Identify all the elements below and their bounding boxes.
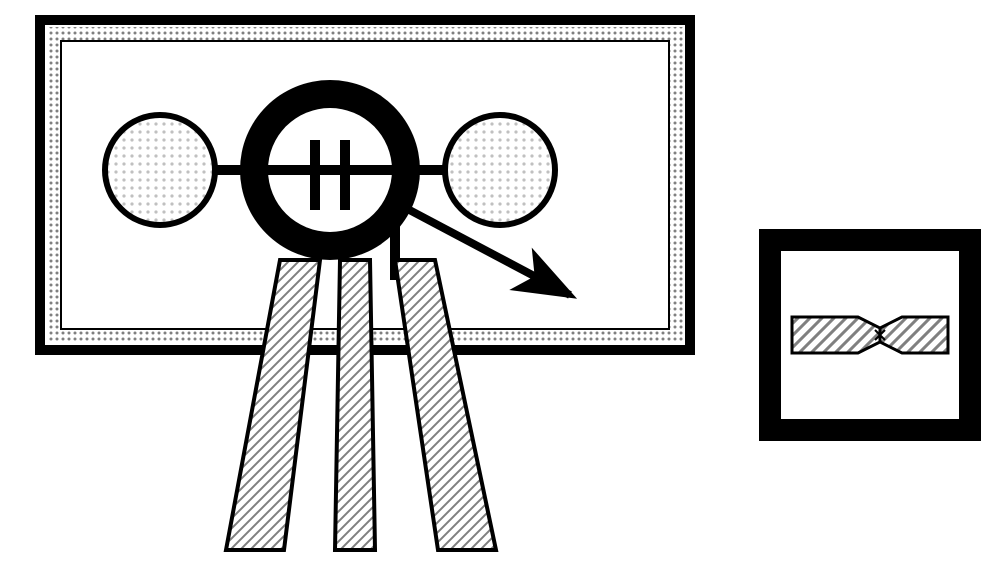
probe-1	[335, 260, 375, 550]
dotted-border-right	[669, 27, 683, 343]
inner-tine-1	[340, 140, 350, 210]
inner-tine-0	[310, 140, 320, 210]
dotted-border-top	[47, 27, 683, 41]
zoom-channel-right	[880, 317, 948, 353]
zoom-channel-left	[792, 317, 880, 353]
right-pad	[445, 115, 555, 225]
channel-in-ring	[268, 165, 392, 175]
left-pad	[105, 115, 215, 225]
dotted-border-left	[47, 27, 61, 343]
